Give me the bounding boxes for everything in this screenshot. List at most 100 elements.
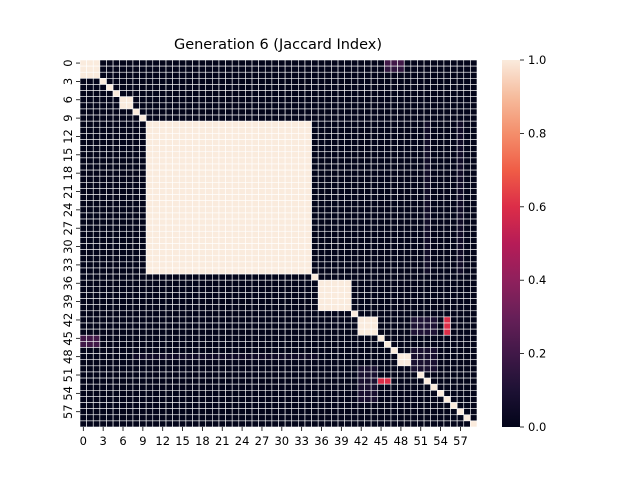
- heatmap-cell: [238, 316, 246, 324]
- heatmap-cell: [463, 169, 471, 177]
- heatmap-cell: [264, 218, 273, 226]
- heatmap-cell: [251, 157, 259, 165]
- heatmap-cell: [126, 114, 134, 122]
- heatmap-cell: [298, 114, 306, 122]
- heatmap-cell: [198, 279, 207, 287]
- heatmap-cell: [112, 396, 121, 403]
- heatmap-cell: [212, 182, 220, 189]
- heatmap-cell: [311, 267, 319, 275]
- heatmap-cell: [238, 114, 246, 122]
- heatmap-cell: [463, 261, 471, 269]
- heatmap-cell: [443, 114, 451, 122]
- heatmap-cell: [212, 396, 220, 403]
- heatmap-cell: [463, 71, 471, 79]
- heatmap-cell: [86, 273, 94, 281]
- heatmap-cell: [450, 359, 458, 367]
- heatmap-cell: [278, 230, 286, 238]
- heatmap-cell: [417, 212, 425, 220]
- heatmap-cell: [298, 126, 306, 134]
- heatmap-cell: [119, 267, 127, 275]
- heatmap-cell: [284, 65, 293, 73]
- heatmap-cell: [271, 273, 279, 281]
- x-tick-label: 15: [175, 434, 190, 448]
- heatmap-cell: [423, 151, 431, 159]
- heatmap-cell: [291, 292, 299, 299]
- heatmap-cell: [132, 163, 140, 171]
- heatmap-cell: [390, 169, 398, 177]
- heatmap-cell: [165, 408, 173, 416]
- heatmap-cell: [99, 243, 107, 250]
- heatmap-cell: [218, 279, 226, 287]
- heatmap-cell: [212, 145, 220, 153]
- heatmap-cell: [172, 292, 180, 299]
- heatmap-cell: [231, 139, 240, 146]
- heatmap-cell: [225, 194, 233, 201]
- heatmap-cell: [271, 169, 279, 177]
- heatmap-cell: [370, 365, 379, 373]
- heatmap-cell: [99, 249, 107, 257]
- heatmap-cell: [251, 408, 259, 416]
- heatmap-cell: [417, 157, 425, 165]
- heatmap-cell: [337, 218, 345, 226]
- heatmap-cell: [178, 286, 187, 293]
- heatmap-cell: [403, 65, 412, 73]
- heatmap-cell: [377, 316, 385, 324]
- heatmap-cell: [86, 65, 94, 73]
- heatmap-cell: [238, 194, 246, 201]
- heatmap-cell: [370, 420, 379, 428]
- heatmap-cell: [231, 310, 240, 318]
- heatmap-cell: [331, 341, 339, 348]
- heatmap-cell: [357, 212, 365, 220]
- heatmap-cell: [99, 59, 107, 67]
- heatmap-cell: [218, 371, 226, 379]
- heatmap-cell: [377, 365, 385, 373]
- heatmap-cell: [126, 157, 134, 165]
- heatmap-cell: [397, 59, 405, 67]
- heatmap-cell: [350, 90, 359, 98]
- heatmap-cell: [205, 298, 213, 305]
- heatmap-cell: [403, 279, 412, 287]
- heatmap-cell: [364, 65, 372, 73]
- heatmap-cell: [132, 139, 140, 146]
- heatmap-cell: [231, 292, 240, 299]
- heatmap-cell: [350, 310, 359, 318]
- heatmap-cell: [278, 298, 286, 305]
- heatmap-cell: [331, 377, 339, 385]
- heatmap-cell: [331, 194, 339, 201]
- heatmap-cell: [470, 212, 478, 220]
- heatmap-cell: [364, 353, 372, 361]
- heatmap-cell: [165, 90, 173, 98]
- heatmap-cell: [264, 316, 273, 324]
- heatmap-cell: [258, 169, 266, 177]
- heatmap-cell: [99, 334, 107, 342]
- heatmap-cell: [212, 224, 220, 232]
- heatmap-cell: [436, 353, 445, 361]
- heatmap-cell: [443, 322, 451, 330]
- heatmap-cell: [284, 188, 293, 195]
- heatmap-cell: [331, 163, 339, 171]
- heatmap-cell: [178, 243, 187, 250]
- heatmap-cell: [344, 353, 352, 361]
- heatmap-cell: [238, 200, 246, 208]
- heatmap-cell: [456, 169, 465, 177]
- heatmap-cell: [377, 377, 385, 385]
- heatmap-cell: [112, 267, 121, 275]
- heatmap-cell: [298, 78, 306, 85]
- heatmap-cell: [231, 65, 240, 73]
- heatmap-cell: [152, 224, 160, 232]
- heatmap-cell: [344, 188, 352, 195]
- heatmap-cell: [291, 273, 299, 281]
- heatmap-cell: [132, 396, 140, 403]
- heatmap-cell: [337, 383, 345, 391]
- heatmap-cell: [198, 389, 207, 397]
- heatmap-cell: [119, 328, 127, 336]
- heatmap-cell: [152, 102, 160, 110]
- heatmap-cell: [231, 267, 240, 275]
- heatmap-cell: [417, 120, 425, 128]
- heatmap-cell: [258, 71, 266, 79]
- heatmap-cell: [139, 414, 147, 422]
- heatmap-cell: [92, 402, 101, 409]
- heatmap-cell: [384, 310, 392, 318]
- heatmap-cell: [436, 102, 445, 110]
- heatmap-cell: [350, 377, 359, 385]
